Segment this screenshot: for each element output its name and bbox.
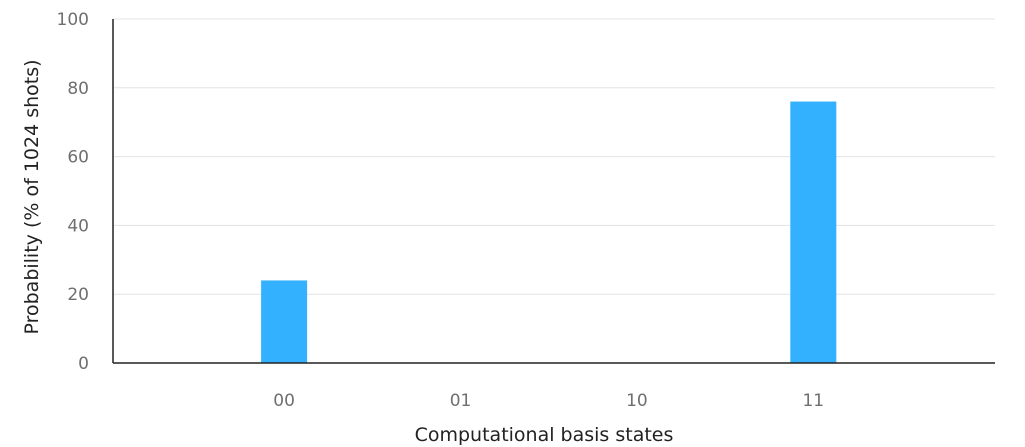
y-tick-label: 0 bbox=[78, 354, 89, 374]
x-tick-label: 10 bbox=[626, 391, 648, 411]
y-tick-labels: 0 20 40 60 80 100 bbox=[57, 10, 89, 374]
x-axis-title: Computational basis states bbox=[415, 424, 674, 446]
y-tick-label: 100 bbox=[57, 10, 89, 30]
x-tick-label: 01 bbox=[450, 391, 472, 411]
y-tick-label: 20 bbox=[67, 285, 89, 305]
axes bbox=[112, 19, 995, 364]
bars bbox=[261, 101, 837, 363]
y-axis-title: Probability (% of 1024 shots) bbox=[21, 59, 43, 334]
bar-11 bbox=[790, 101, 837, 363]
x-tick-label: 11 bbox=[802, 391, 824, 411]
x-tick-labels: 00 01 10 11 bbox=[273, 391, 824, 411]
y-tick-label: 40 bbox=[67, 216, 89, 236]
y-tick-label: 60 bbox=[67, 148, 89, 168]
y-tick-label: 80 bbox=[67, 79, 89, 99]
gridlines bbox=[113, 18, 995, 295]
bar-00 bbox=[261, 280, 308, 363]
x-tick-label: 00 bbox=[273, 391, 295, 411]
